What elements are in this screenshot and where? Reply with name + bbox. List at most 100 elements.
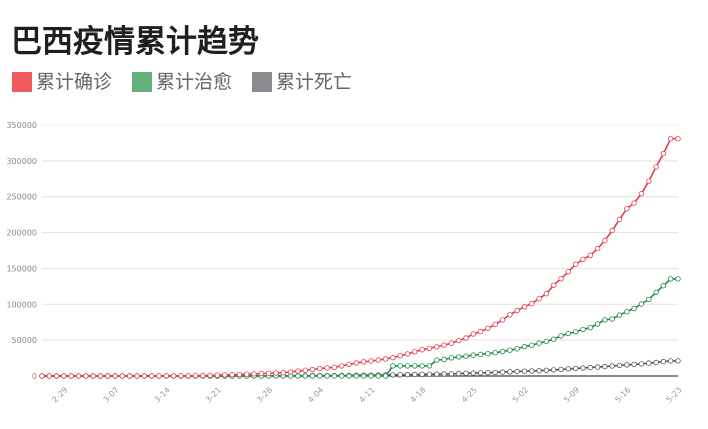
data-point[interactable] xyxy=(412,349,418,355)
data-point[interactable] xyxy=(638,361,645,367)
data-point[interactable] xyxy=(390,363,396,369)
data-point[interactable] xyxy=(426,345,433,351)
data-point[interactable] xyxy=(616,312,623,318)
data-point[interactable] xyxy=(558,276,564,282)
data-point[interactable] xyxy=(170,373,177,379)
data-point[interactable] xyxy=(470,331,476,337)
data-point[interactable] xyxy=(302,367,308,373)
data-point[interactable] xyxy=(404,351,411,357)
data-point[interactable] xyxy=(573,329,579,335)
data-point[interactable] xyxy=(521,368,528,374)
data-point[interactable] xyxy=(456,370,462,377)
data-point[interactable] xyxy=(178,373,184,379)
data-point[interactable] xyxy=(317,365,323,372)
data-point[interactable] xyxy=(361,373,367,379)
data-point[interactable] xyxy=(507,369,513,375)
data-point[interactable] xyxy=(83,373,89,379)
data-point[interactable] xyxy=(46,373,52,379)
data-point[interactable] xyxy=(675,276,681,282)
data-point[interactable] xyxy=(631,200,637,206)
data-point[interactable] xyxy=(448,371,455,377)
data-point[interactable] xyxy=(434,371,440,377)
data-point[interactable] xyxy=(390,372,396,378)
data-point[interactable] xyxy=(185,373,191,379)
legend-item-cured[interactable]: 累计治愈 xyxy=(132,70,232,94)
data-point[interactable] xyxy=(302,373,308,379)
data-point[interactable] xyxy=(536,368,542,374)
data-point[interactable] xyxy=(368,358,374,364)
data-point[interactable] xyxy=(536,296,542,302)
data-point[interactable] xyxy=(529,300,535,307)
data-point[interactable] xyxy=(419,363,425,369)
data-point[interactable] xyxy=(631,361,637,368)
data-point[interactable] xyxy=(434,344,440,350)
data-point[interactable] xyxy=(309,366,316,373)
data-point[interactable] xyxy=(580,256,586,262)
data-point[interactable] xyxy=(353,360,359,366)
data-point[interactable] xyxy=(485,325,491,331)
data-point[interactable] xyxy=(638,190,645,197)
data-point[interactable] xyxy=(353,373,359,379)
data-point[interactable] xyxy=(521,343,528,350)
data-point[interactable] xyxy=(397,363,403,369)
data-point[interactable] xyxy=(375,373,381,379)
data-point[interactable] xyxy=(624,362,630,368)
data-point[interactable] xyxy=(412,371,418,378)
data-point[interactable] xyxy=(441,342,447,348)
data-point[interactable] xyxy=(594,321,601,327)
data-point[interactable] xyxy=(148,373,155,379)
data-point[interactable] xyxy=(134,373,140,379)
data-point[interactable] xyxy=(638,301,645,307)
data-point[interactable] xyxy=(280,370,286,376)
data-point[interactable] xyxy=(265,370,272,376)
data-point[interactable] xyxy=(412,363,418,369)
data-point[interactable] xyxy=(558,366,564,373)
data-point[interactable] xyxy=(382,373,389,379)
data-point[interactable] xyxy=(470,370,476,376)
data-point[interactable] xyxy=(456,354,462,360)
data-point[interactable] xyxy=(426,363,433,369)
data-point[interactable] xyxy=(368,373,374,379)
data-point[interactable] xyxy=(514,368,520,375)
data-point[interactable] xyxy=(616,362,623,369)
data-point[interactable] xyxy=(324,365,330,371)
data-point[interactable] xyxy=(287,369,294,375)
data-point[interactable] xyxy=(463,353,469,359)
data-point[interactable] xyxy=(587,325,593,331)
data-point[interactable] xyxy=(68,373,74,379)
data-point[interactable] xyxy=(448,340,455,346)
data-point[interactable] xyxy=(660,358,667,365)
data-point[interactable] xyxy=(551,282,557,288)
data-point[interactable] xyxy=(156,373,162,379)
data-point[interactable] xyxy=(361,359,367,365)
data-point[interactable] xyxy=(602,363,608,370)
data-point[interactable] xyxy=(521,304,528,310)
data-point[interactable] xyxy=(141,373,147,379)
data-point[interactable] xyxy=(609,363,615,369)
data-point[interactable] xyxy=(587,252,593,258)
data-point[interactable] xyxy=(441,371,447,377)
data-point[interactable] xyxy=(404,371,411,378)
data-point[interactable] xyxy=(492,350,498,356)
data-point[interactable] xyxy=(126,373,133,379)
data-point[interactable] xyxy=(105,373,111,379)
data-point[interactable] xyxy=(485,351,491,357)
data-point[interactable] xyxy=(75,373,82,379)
data-point[interactable] xyxy=(382,356,389,362)
data-point[interactable] xyxy=(624,309,630,315)
data-point[interactable] xyxy=(675,135,681,142)
data-point[interactable] xyxy=(339,373,345,379)
data-point[interactable] xyxy=(499,348,506,355)
data-point[interactable] xyxy=(477,328,484,335)
data-point[interactable] xyxy=(558,333,564,339)
data-point[interactable] xyxy=(331,373,338,379)
legend-item-confirmed[interactable]: 累计确诊 xyxy=(12,70,112,94)
data-point[interactable] xyxy=(163,373,169,379)
data-point[interactable] xyxy=(565,269,571,275)
data-point[interactable] xyxy=(594,245,601,252)
data-point[interactable] xyxy=(551,336,557,342)
data-point[interactable] xyxy=(492,369,498,376)
data-point[interactable] xyxy=(331,364,338,370)
data-point[interactable] xyxy=(346,373,352,379)
data-point[interactable] xyxy=(602,317,608,323)
